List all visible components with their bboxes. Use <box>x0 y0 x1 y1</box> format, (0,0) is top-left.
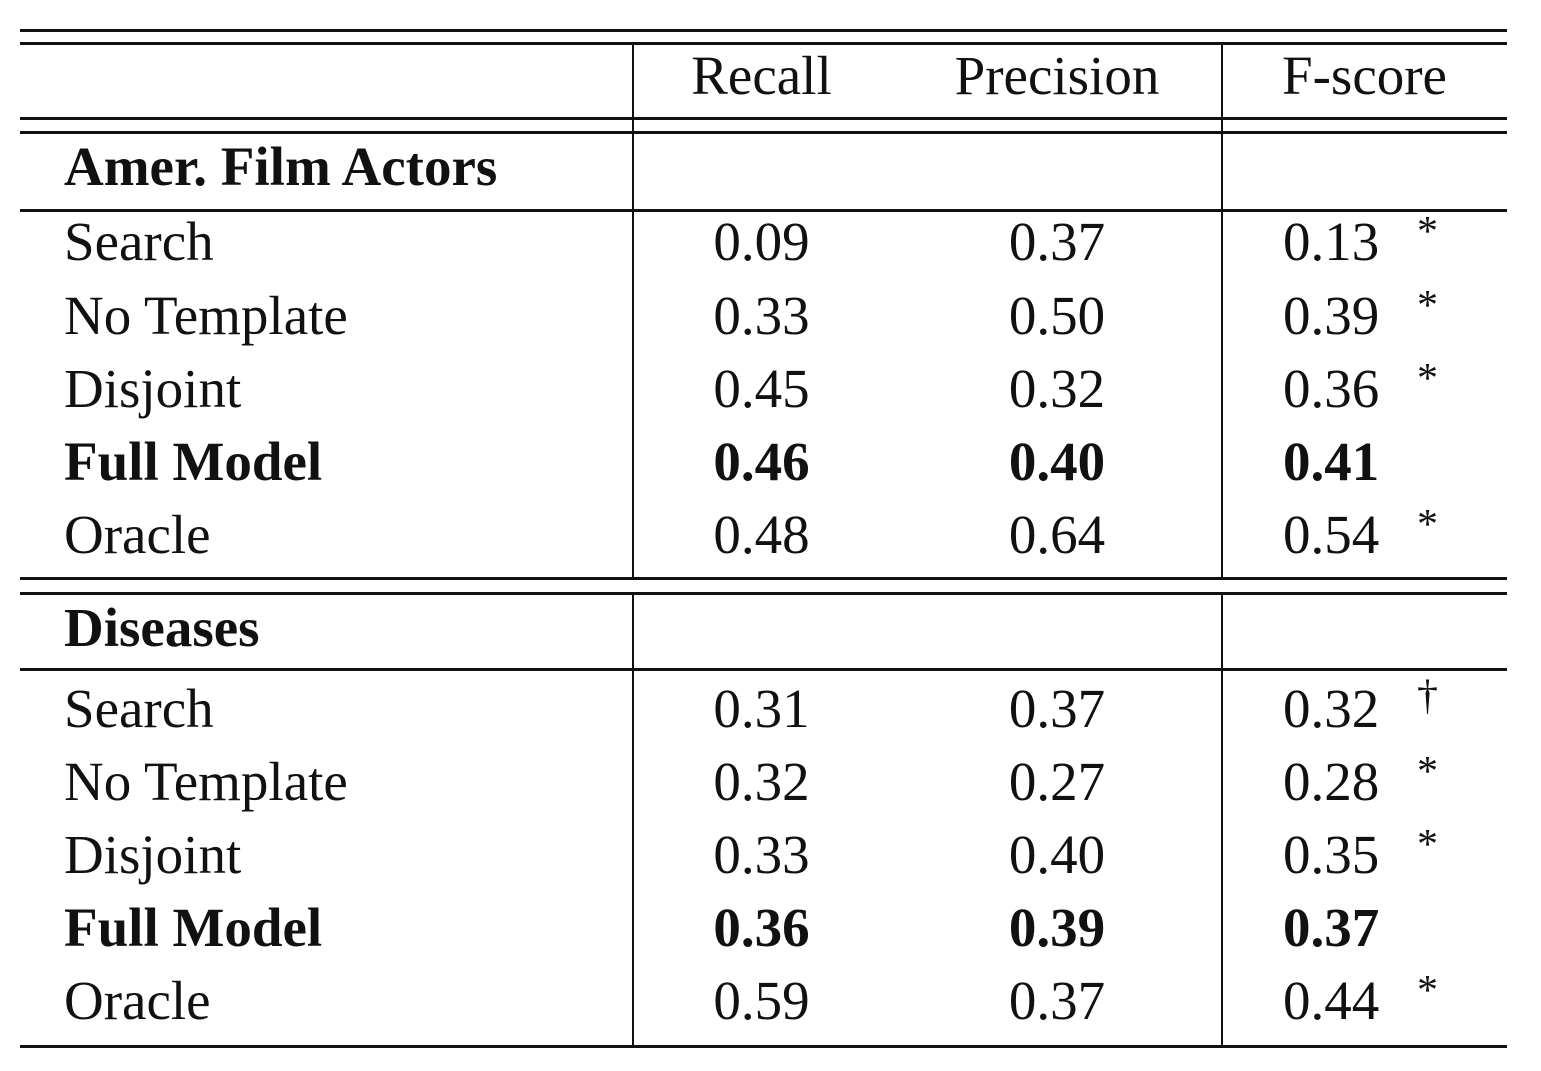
header-rule <box>20 117 1507 120</box>
method-cell: Full Model <box>64 431 323 492</box>
method-cell: Full Model <box>64 897 323 958</box>
significance-marker: * <box>1417 209 1438 255</box>
section-title-amer-film-actors: Amer. Film Actors <box>64 136 498 197</box>
method-cell: Oracle <box>64 970 211 1031</box>
method-cell: Disjoint <box>64 358 242 419</box>
fscore-cell: 0.32 <box>1283 678 1380 739</box>
section-separator-rule-double <box>20 592 1507 595</box>
significance-marker: * <box>1417 822 1438 868</box>
recall-cell: 0.48 <box>713 504 810 565</box>
recall-cell: 0.31 <box>713 678 810 739</box>
top-rule-inner <box>20 42 1507 45</box>
significance-marker: * <box>1417 749 1438 795</box>
precision-cell: 0.40 <box>1008 824 1106 885</box>
precision-cell: 0.27 <box>1008 751 1106 812</box>
recall-cell: 0.33 <box>713 824 810 885</box>
section1-title-rule <box>20 209 1507 212</box>
precision-cell: 0.39 <box>1008 897 1106 958</box>
header-recall: Recall <box>691 45 832 106</box>
recall-cell: 0.09 <box>713 211 810 272</box>
precision-cell: 0.50 <box>1008 285 1106 346</box>
method-cell: Search <box>64 678 214 739</box>
precision-cell: 0.32 <box>1008 358 1106 419</box>
recall-cell: 0.33 <box>713 285 810 346</box>
method-column-divider <box>632 594 634 1046</box>
method-cell: No Template <box>64 285 348 346</box>
fscore-cell: 0.41 <box>1283 431 1380 492</box>
fscore-column-divider <box>1221 44 1223 578</box>
header-precision: Precision <box>954 45 1160 106</box>
method-cell: Search <box>64 211 214 272</box>
significance-marker: * <box>1417 968 1438 1014</box>
significance-marker: * <box>1417 356 1438 402</box>
fscore-cell: 0.44 <box>1283 970 1380 1031</box>
top-rule <box>20 29 1507 32</box>
recall-cell: 0.46 <box>713 431 810 492</box>
section2-title-rule <box>20 668 1507 671</box>
section-separator-rule <box>20 577 1507 580</box>
method-column-divider <box>632 44 634 578</box>
section-title-diseases: Diseases <box>64 597 260 658</box>
precision-cell: 0.37 <box>1008 211 1106 272</box>
recall-cell: 0.36 <box>713 897 810 958</box>
precision-cell: 0.64 <box>1008 504 1106 565</box>
method-cell: Oracle <box>64 504 211 565</box>
precision-cell: 0.40 <box>1008 431 1106 492</box>
fscore-cell: 0.54 <box>1283 504 1380 565</box>
precision-cell: 0.37 <box>1008 678 1106 739</box>
significance-marker: * <box>1417 502 1438 548</box>
header-rule-double <box>20 131 1507 134</box>
precision-cell: 0.37 <box>1008 970 1106 1031</box>
significance-marker: * <box>1417 283 1438 329</box>
header-fscore: F-score <box>1282 45 1447 106</box>
fscore-cell: 0.37 <box>1283 897 1380 958</box>
bottom-rule <box>20 1045 1507 1048</box>
method-cell: No Template <box>64 751 348 812</box>
fscore-cell: 0.35 <box>1283 824 1380 885</box>
fscore-cell: 0.39 <box>1283 285 1380 346</box>
fscore-cell: 0.36 <box>1283 358 1380 419</box>
fscore-cell: 0.13 <box>1283 211 1380 272</box>
recall-cell: 0.45 <box>713 358 810 419</box>
recall-cell: 0.32 <box>713 751 810 812</box>
recall-cell: 0.59 <box>713 970 810 1031</box>
fscore-cell: 0.28 <box>1283 751 1380 812</box>
significance-marker: † <box>1417 673 1438 719</box>
method-cell: Disjoint <box>64 824 242 885</box>
fscore-column-divider <box>1221 594 1223 1046</box>
